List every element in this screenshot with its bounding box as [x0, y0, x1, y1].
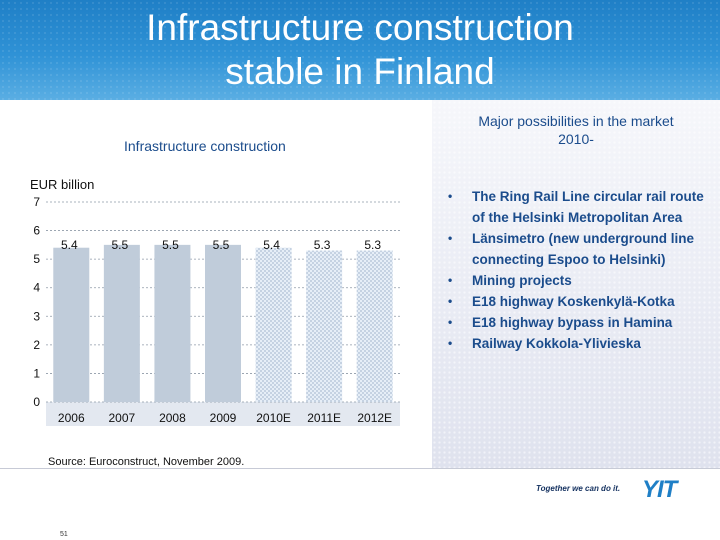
value-label-2007: 5.5 [112, 238, 129, 252]
x-axis-band [46, 402, 400, 426]
y-tick-label: 5 [33, 252, 40, 266]
list-item: • E18 highway Koskenkylä-Kotka [446, 291, 716, 312]
list-item-text: E18 highway bypass in Hamina [472, 315, 673, 330]
page-number: 51 [60, 531, 68, 538]
list-item: • Railway Kokkola-Ylivieska [446, 333, 716, 354]
x-tick-label-2009: 2009 [210, 411, 237, 425]
list-item: • Mining projects [446, 270, 716, 291]
list-item-text: Mining projects [472, 273, 572, 288]
slide-title: Infrastructure construction stable in Fi… [0, 6, 720, 94]
list-item: • E18 highway bypass in Hamina [446, 312, 716, 333]
y-tick-label: 0 [33, 395, 40, 409]
slide-title-line1: Infrastructure construction [146, 7, 574, 48]
bullet-icon: • [448, 336, 453, 350]
slide-title-line2: stable in Finland [225, 51, 495, 92]
panel-heading-line1: Major possibilities in the market [478, 113, 674, 129]
list-item: • The Ring Rail Line circular rail route … [446, 186, 716, 228]
bar-2009 [205, 244, 241, 402]
x-tick-labels: 2006 2007 2008 2009 2010E 2011E 2012E [58, 411, 392, 425]
value-label-2012E: 5.3 [364, 238, 381, 252]
x-tick-label-2008: 2008 [159, 411, 186, 425]
slide-header: Infrastructure construction stable in Fi… [0, 0, 720, 100]
value-label-2009: 5.5 [213, 238, 230, 252]
possibilities-list: • The Ring Rail Line circular rail route … [446, 186, 716, 354]
header-dot-pattern [0, 0, 720, 100]
bar-2007 [103, 244, 140, 402]
footer-divider [0, 468, 720, 469]
source-note: Source: Euroconstruct, November 2009. [48, 456, 245, 468]
y-tick-label: 6 [33, 224, 40, 238]
bullet-icon: • [448, 315, 453, 329]
bar-2011E [306, 250, 343, 402]
y-tick-label: 7 [33, 195, 40, 209]
x-tick-label-2012E: 2012E [357, 411, 392, 425]
yit-logo: YIT [642, 476, 677, 503]
y-tick-labels: 0 1 2 3 4 5 6 7 [33, 195, 40, 409]
list-item-text: The Ring Rail Line circular rail route o… [472, 189, 704, 225]
list-item: • Länsimetro (new underground line connec… [446, 228, 716, 270]
chart-title: Infrastructure construction [124, 138, 286, 154]
y-tick-label: 1 [33, 366, 40, 380]
bar-2012E [356, 250, 393, 402]
bullet-icon: • [448, 294, 453, 308]
x-tick-label-2011E: 2011E [307, 411, 341, 425]
value-label-2008: 5.5 [162, 238, 179, 252]
bullet-icon: • [448, 273, 453, 287]
panel-dot-pattern [432, 100, 720, 468]
y-tick-label: 3 [33, 309, 40, 323]
value-labels: 5.4 5.5 5.5 5.5 5.4 5.3 5.3 [61, 238, 381, 252]
bullet-icon: • [448, 231, 453, 245]
panel-heading: Major possibilities in the market 2010- [432, 112, 720, 148]
y-tick-label: 4 [33, 281, 40, 295]
bar-2008 [154, 244, 191, 402]
bar-2006 [53, 247, 90, 402]
panel-heading-line2: 2010- [558, 131, 594, 147]
y-axis-unit-label: EUR billion [30, 177, 95, 192]
list-item-text: E18 highway Koskenkylä-Kotka [472, 294, 675, 309]
list-item-text: Railway Kokkola-Ylivieska [472, 336, 641, 351]
bars [53, 244, 393, 402]
value-label-2006: 5.4 [61, 238, 78, 252]
x-tick-label-2007: 2007 [109, 411, 136, 425]
list-item-text: Länsimetro (new underground line connect… [472, 231, 695, 267]
value-label-2011E: 5.3 [314, 238, 331, 252]
market-possibilities-panel: Major possibilities in the market 2010- … [432, 100, 720, 468]
y-tick-label: 2 [33, 338, 40, 352]
bar-2010E [255, 247, 292, 402]
x-tick-label-2010E: 2010E [256, 411, 291, 425]
brand-tagline: Together we can do it. [536, 484, 621, 493]
x-tick-label-2006: 2006 [58, 411, 85, 425]
bullet-icon: • [448, 189, 453, 203]
value-label-2010E: 5.4 [263, 238, 280, 252]
